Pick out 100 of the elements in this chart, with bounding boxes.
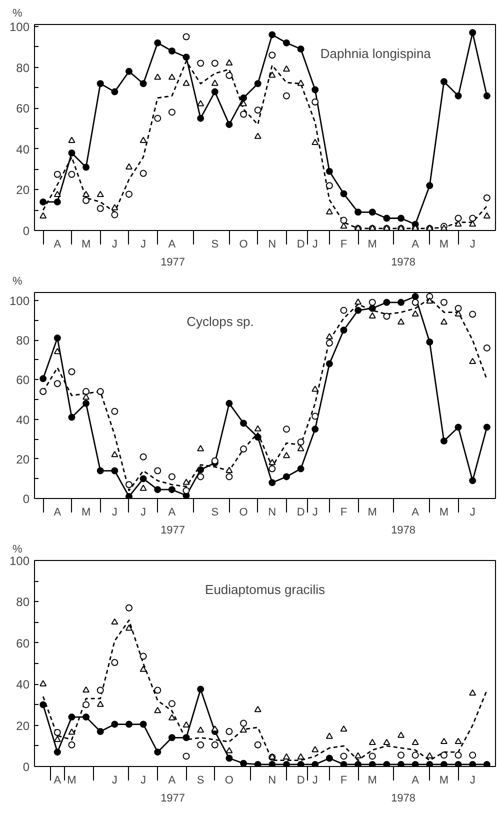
- point: [82, 190, 90, 198]
- point: [368, 312, 376, 318]
- point: [125, 190, 132, 198]
- x-tick-label: M: [439, 238, 449, 250]
- point: [111, 88, 118, 96]
- point: [197, 741, 204, 748]
- point: [68, 136, 76, 143]
- point: [340, 222, 348, 229]
- point: [125, 720, 132, 728]
- point: [240, 760, 248, 766]
- point: [254, 132, 262, 139]
- point: [268, 458, 276, 466]
- point: [282, 65, 290, 72]
- point: [82, 714, 90, 721]
- point: [312, 386, 319, 392]
- point: [483, 92, 490, 100]
- y-tick-label: 40: [16, 142, 30, 156]
- x-tick-label: J: [312, 774, 318, 786]
- point: [383, 738, 390, 746]
- point: [268, 760, 276, 766]
- point: [312, 426, 319, 433]
- point: [454, 214, 462, 222]
- y-tick-label: 40: [16, 412, 30, 427]
- point: [240, 110, 248, 118]
- text: Cyclops sp.: [186, 314, 254, 329]
- x-tick-label: S: [211, 506, 219, 518]
- point: [240, 100, 248, 106]
- y-tick-label: 80: [16, 60, 30, 75]
- point: [326, 360, 333, 368]
- x-tick-label: A: [54, 774, 62, 786]
- x-tick-label: O: [239, 506, 248, 518]
- point: [297, 45, 304, 52]
- point: [368, 208, 376, 216]
- point: [340, 306, 348, 314]
- point: [354, 760, 362, 766]
- point: [368, 738, 376, 746]
- point: [326, 168, 333, 175]
- y-tick-label: 60: [16, 636, 30, 650]
- point: [168, 714, 176, 720]
- x-tick-label: A: [412, 238, 420, 250]
- point: [154, 114, 162, 122]
- point: [96, 204, 104, 212]
- text: 1977: [160, 256, 186, 268]
- point: [82, 400, 90, 407]
- point: [182, 478, 190, 485]
- point: [197, 114, 204, 122]
- point: [197, 466, 204, 474]
- x-tick-label: A: [412, 774, 420, 786]
- point: [68, 170, 76, 178]
- point: [154, 686, 162, 694]
- point: [326, 732, 333, 739]
- point: [111, 467, 118, 474]
- point: [40, 212, 47, 218]
- text: 1978: [391, 256, 416, 268]
- point: [168, 108, 176, 116]
- point: [469, 29, 476, 36]
- point: [483, 760, 490, 766]
- point: [426, 182, 434, 190]
- point: [154, 486, 162, 494]
- point: [226, 473, 233, 480]
- point: [454, 304, 462, 312]
- y-tick-label: 100: [9, 20, 30, 34]
- point: [140, 170, 147, 177]
- point: [354, 306, 362, 314]
- point: [140, 475, 147, 482]
- point: [154, 74, 162, 80]
- point: [426, 297, 434, 304]
- point: [426, 338, 434, 346]
- point: [40, 198, 47, 206]
- point: [197, 686, 204, 693]
- point: [182, 80, 190, 86]
- x-tick-label: A: [412, 506, 420, 518]
- point: [297, 445, 304, 452]
- point: [454, 760, 462, 766]
- text: 1978: [391, 792, 416, 804]
- point: [82, 197, 90, 204]
- point: [226, 728, 233, 735]
- text: 1977: [160, 792, 186, 804]
- y-tick-label: 100: [9, 554, 30, 568]
- point: [140, 80, 147, 88]
- point: [226, 754, 233, 762]
- point: [168, 48, 176, 55]
- point: [96, 700, 104, 707]
- point: [412, 310, 419, 317]
- point: [111, 408, 118, 415]
- x-tick-label: J: [112, 238, 118, 250]
- point: [125, 493, 132, 498]
- point: [354, 752, 362, 758]
- point: [340, 752, 348, 760]
- x-tick-label: A: [54, 238, 62, 250]
- point: [182, 33, 190, 40]
- y-tick-label: 0: [22, 224, 30, 238]
- point: [111, 450, 118, 458]
- point: [226, 59, 233, 66]
- point: [412, 760, 419, 766]
- point: [483, 212, 490, 218]
- y-tick-label: 20: [16, 452, 30, 466]
- point: [297, 438, 304, 446]
- point: [254, 706, 262, 712]
- point: [483, 194, 490, 202]
